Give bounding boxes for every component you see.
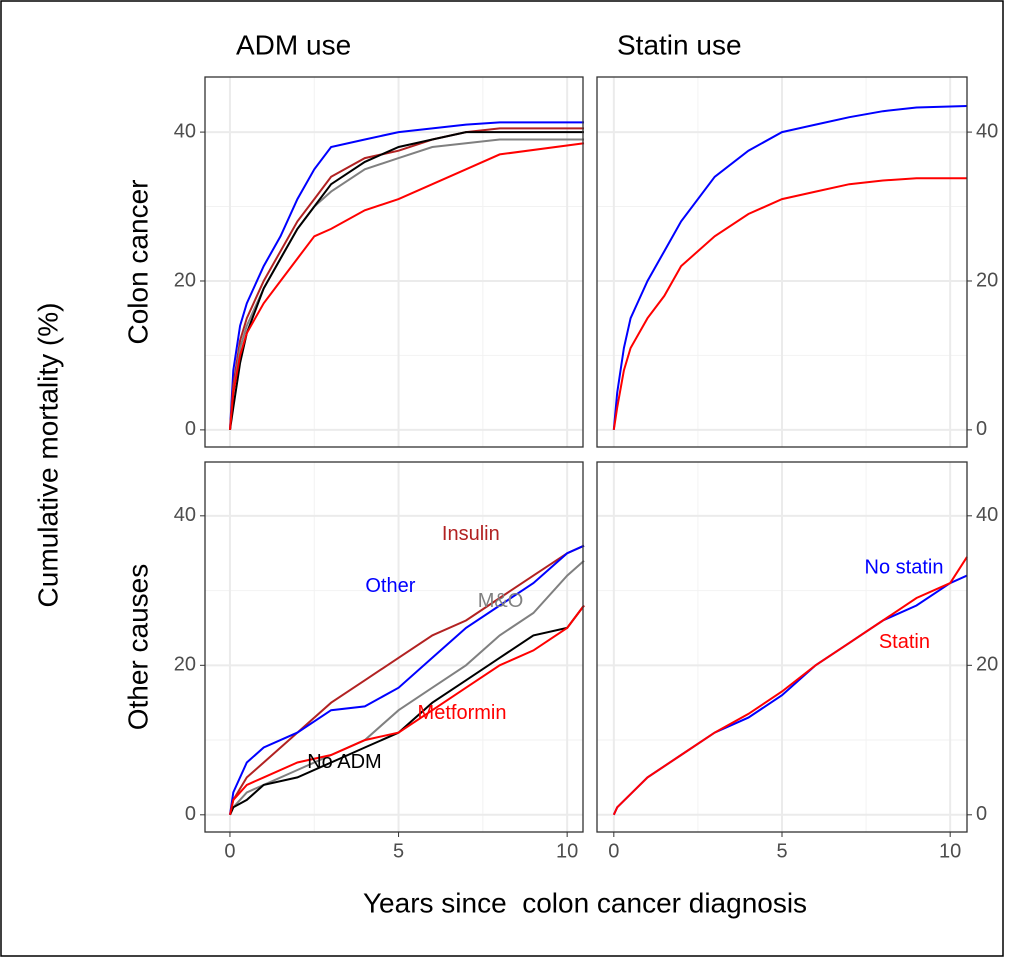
x-tick-label: 10 bbox=[556, 840, 578, 862]
y-tick-label: 0 bbox=[185, 418, 196, 440]
series-line bbox=[229, 559, 585, 816]
x-tick-label: 0 bbox=[224, 840, 235, 862]
series-line bbox=[229, 604, 585, 816]
y-tick-label: 0 bbox=[185, 803, 196, 825]
annotation: Metformin bbox=[418, 702, 507, 724]
series-line bbox=[612, 177, 967, 431]
y-tick-label: 20 bbox=[976, 269, 998, 291]
x-tick-label: 5 bbox=[393, 840, 404, 862]
column-title: Statin use bbox=[617, 29, 742, 60]
column-title: ADM use bbox=[236, 29, 351, 60]
panel-border bbox=[596, 76, 968, 448]
series-line bbox=[612, 556, 968, 816]
x-tick-label: 10 bbox=[939, 840, 961, 862]
y-tick-label: 0 bbox=[976, 418, 987, 440]
y-tick-label: 40 bbox=[976, 120, 998, 142]
annotation: Insulin bbox=[442, 523, 500, 545]
panel-border bbox=[204, 461, 584, 833]
series-line bbox=[229, 544, 585, 815]
annotation: M&O bbox=[478, 590, 524, 612]
row-title: Colon cancer bbox=[122, 180, 153, 345]
series-line bbox=[229, 121, 584, 430]
y-tick-label: 40 bbox=[174, 120, 196, 142]
y-tick-label: 20 bbox=[976, 654, 998, 676]
y-tick-label: 0 bbox=[976, 803, 987, 825]
annotation: Statin bbox=[879, 631, 930, 653]
annotation: No ADM bbox=[307, 751, 381, 773]
series-line bbox=[229, 544, 585, 816]
annotation: No statin bbox=[865, 556, 944, 578]
annotation: Other bbox=[365, 575, 415, 597]
series-line bbox=[229, 142, 585, 430]
y-axis-label: Cumulative mortality (%) bbox=[32, 303, 63, 608]
panel-background bbox=[205, 462, 583, 832]
x-axis-label: Years since colon cancer diagnosis bbox=[363, 887, 807, 918]
y-tick-label: 20 bbox=[174, 269, 196, 291]
row-title: Other causes bbox=[122, 564, 153, 731]
series-line bbox=[229, 604, 585, 816]
panel-border bbox=[204, 76, 584, 448]
y-tick-label: 40 bbox=[976, 504, 998, 526]
x-tick-label: 0 bbox=[608, 840, 619, 862]
y-tick-label: 40 bbox=[174, 504, 196, 526]
series-line bbox=[612, 105, 968, 430]
series-line bbox=[229, 131, 584, 431]
x-tick-label: 5 bbox=[776, 840, 787, 862]
y-tick-label: 20 bbox=[174, 654, 196, 676]
